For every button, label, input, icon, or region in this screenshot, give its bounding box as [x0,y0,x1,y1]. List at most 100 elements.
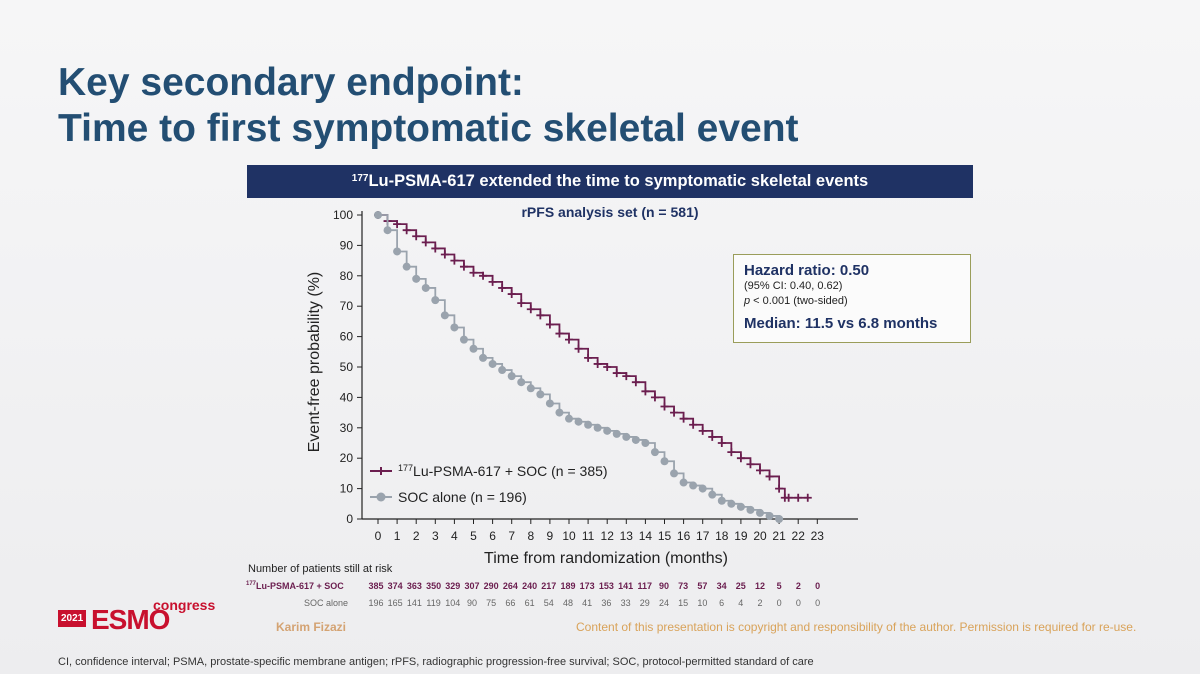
risk-value-soc: 24 [658,598,669,608]
lu-censor-point [670,408,679,417]
soc-censor-point [756,508,764,517]
soc-censor-point [698,484,707,493]
lu-censor-point [784,493,793,502]
hazard-ratio-ci: (95% CI: 0.40, 0.62) [744,280,843,292]
y-tick-label: 90 [340,238,354,252]
risk-value-soc: 196 [368,598,384,608]
x-tick-label: 0 [375,529,382,543]
risk-value-soc: 2 [757,598,763,608]
legend-label-soc: SOC alone (n = 196) [398,489,527,505]
lu-censor-point [574,344,583,353]
risk-value-soc: 104 [445,598,461,608]
lu-censor-point [727,448,736,457]
risk-value-lu: 173 [579,581,595,591]
risk-value-soc: 29 [639,598,650,608]
soc-censor-point [402,262,411,271]
soc-censor-point [488,359,497,368]
lu-censor-point [450,256,459,265]
risk-value-lu: 12 [754,581,765,591]
soc-censor-point [555,408,564,417]
soc-censor-point [603,426,612,435]
lu-censor-point [650,393,659,402]
esmo-logo: 2021 ESMO congress [58,597,218,636]
x-tick-label: 2 [413,529,420,543]
risk-value-soc: 41 [582,598,593,608]
x-tick-label: 21 [772,529,786,543]
lu-censor-point [775,484,784,493]
risk-value-lu: 240 [522,581,538,591]
risk-value-lu: 374 [387,581,403,591]
soc-censor-point [650,448,659,457]
y-tick-label: 20 [340,451,354,465]
risk-value-lu: 57 [697,581,708,591]
y-tick-label: 70 [340,299,354,313]
y-tick-label: 10 [340,482,354,496]
soc-censor-point [660,457,669,466]
author-name: Karim Fizazi [276,620,347,634]
lu-censor-point [660,402,669,411]
lu-censor-point [765,472,774,481]
x-tick-label: 1 [394,529,401,543]
risk-value-soc: 165 [387,598,403,608]
x-tick-label: 10 [562,529,576,543]
soc-censor-point [727,499,736,508]
x-tick-label: 8 [527,529,534,543]
lu-censor-point [746,460,755,469]
risk-label-soc: SOC alone [304,598,349,608]
median-text: Median: 11.5 vs 6.8 months [744,315,938,332]
soc-censor-point [565,414,573,423]
risk-value-soc: 66 [505,598,516,608]
y-tick-label: 30 [340,421,354,435]
soc-censor-point [393,247,402,256]
x-tick-label: 11 [582,529,595,543]
risk-value-lu: 0 [815,581,821,591]
x-tick-label: 9 [547,529,554,543]
lu-censor-point [708,432,717,441]
x-tick-label: 5 [470,529,477,543]
x-tick-label: 15 [658,529,672,543]
lu-censor-point [393,220,402,229]
soc-censor-point [736,502,745,511]
soc-censor-point [507,372,516,381]
risk-value-soc: 0 [815,598,821,608]
soc-censor-point [612,429,621,438]
chart-subtitle: rPFS analysis set (n = 581) [521,204,698,220]
slide-title: Key secondary endpoint: Time to first sy… [58,60,799,152]
lu-censor-point [593,359,602,368]
x-tick-label: 3 [432,529,439,543]
soc-censor-point [679,478,688,487]
lu-censor-point [679,414,688,423]
lu-censor-point [412,232,421,241]
soc-censor-point [641,439,650,447]
risk-value-soc: 4 [738,598,744,608]
lu-censor-point [526,305,535,314]
x-tick-label: 16 [677,529,691,543]
soc-censor-point [421,283,430,292]
x-tick-label: 19 [734,529,748,543]
footnote: CI, confidence interval; PSMA, prostate-… [58,656,814,668]
soc-censor-point [670,469,679,478]
x-tick-label: 22 [792,529,806,543]
risk-value-lu: 350 [426,581,442,591]
risk-value-soc: 48 [562,598,573,608]
lu-censor-point [698,426,707,435]
soc-censor-point [450,323,459,332]
copyright-notice: Content of this presentation is copyrigh… [576,620,1137,634]
legend-marker-lu [377,467,385,475]
x-tick-label: 12 [601,529,615,543]
x-axis-label: Time from randomization (months) [484,550,728,567]
risk-value-soc: 141 [406,598,422,608]
lu-censor-point [507,290,516,299]
soc-censor-point [717,496,726,505]
risk-value-lu: 153 [598,581,614,591]
risk-value-soc: 0 [795,598,801,608]
risk-value-soc: 36 [601,598,612,608]
soc-censor-point [469,344,478,353]
y-tick-label: 60 [340,330,354,344]
x-tick-label: 17 [696,529,710,543]
lu-censor-point [402,226,411,235]
soc-censor-point [775,515,784,523]
lu-censor-point [431,244,440,253]
risk-value-lu: 189 [560,581,576,591]
soc-censor-point [536,390,545,399]
